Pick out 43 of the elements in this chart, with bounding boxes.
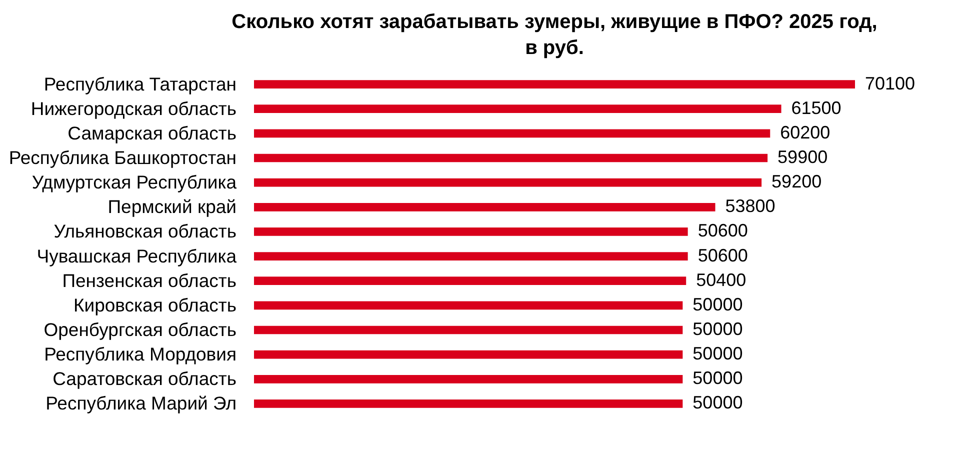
data-label: 50000: [692, 368, 743, 388]
y-tick-label: Пермский край: [108, 196, 236, 218]
data-label: 50400: [696, 270, 746, 290]
bar: [254, 178, 762, 187]
bar: [254, 374, 683, 384]
data-label: 70100: [865, 73, 916, 94]
bar: [254, 154, 768, 162]
data-label: 50000: [692, 294, 743, 314]
y-tick-label: Республика Татарстан: [44, 73, 236, 94]
data-label: 59900: [778, 147, 828, 167]
data-label: 61500: [791, 98, 842, 118]
data-label: 50600: [698, 245, 748, 266]
bar: [254, 252, 688, 260]
bar: [254, 400, 683, 408]
bar: [254, 276, 686, 286]
y-tick-label: Республика Башкортостан: [8, 147, 236, 168]
bar: [254, 129, 770, 138]
data-label: 59200: [772, 172, 822, 192]
bar: [254, 202, 716, 212]
y-tick-label: Республика Мордовия: [44, 344, 236, 365]
data-label: 53800: [725, 196, 776, 216]
y-tick-label: Ульяновская область: [54, 220, 236, 242]
bar: [254, 228, 688, 236]
bar: [254, 301, 683, 310]
bar: [254, 104, 782, 114]
data-label: 50000: [692, 392, 743, 413]
data-label: 50000: [692, 319, 743, 339]
bar: [254, 80, 855, 88]
data-label: 50000: [692, 344, 743, 364]
y-tick-label: Кировская область: [73, 294, 236, 316]
chart-title: Сколько хотят зарабатывать зумеры, живущие в ПФО? 2025 год, в руб.: [232, 11, 878, 59]
data-label: 60200: [780, 122, 830, 142]
y-tick-label: Нижегородская область: [30, 98, 236, 119]
y-tick-label: Удмуртская Республика: [32, 172, 238, 193]
y-tick-label: Оренбургская область: [44, 319, 236, 340]
y-tick-label: Пензенская область: [62, 270, 236, 291]
bar: [254, 326, 683, 334]
y-tick-label: Республика Марий Эл: [46, 392, 236, 414]
y-tick-label: Саратовская область: [52, 368, 236, 390]
y-tick-label: Самарская область: [68, 122, 236, 144]
data-label: 50600: [698, 220, 748, 241]
y-tick-label: Чувашская Республика: [36, 245, 238, 266]
bar: [254, 350, 683, 359]
